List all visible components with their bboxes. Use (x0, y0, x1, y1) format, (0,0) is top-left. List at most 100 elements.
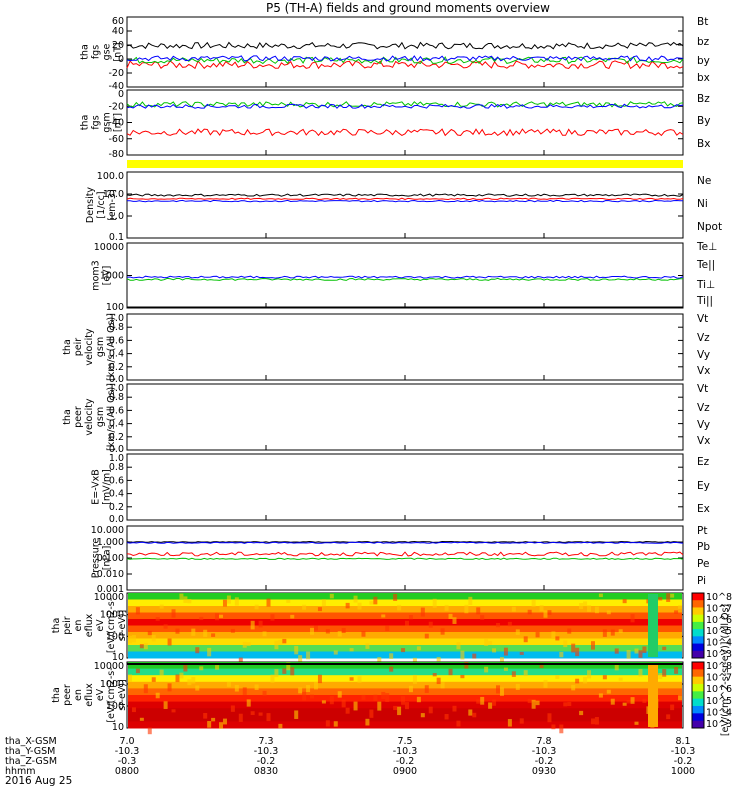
spectrogram-cell (484, 666, 489, 673)
legend-Bt: Bt (697, 16, 708, 28)
spectrogram-cell (321, 700, 326, 704)
panel-p6: 1.00.8 0.6 0.4 0.20.0 tha peir velocity gsm [km/… (62, 313, 710, 385)
spectrogram-cell (424, 685, 429, 693)
spectrogram-cell (246, 642, 251, 647)
spectrogram-cell (678, 695, 683, 701)
spectrogram-cell (306, 685, 311, 693)
spectrogram-cell (147, 727, 152, 735)
x-row-label: hhmm (5, 766, 36, 777)
legend-Ne: Ne (697, 175, 711, 187)
spectrogram-cell (282, 668, 287, 674)
spectrogram-cell (266, 598, 271, 607)
spectrogram-cell (614, 648, 619, 654)
spectrogram-cell (531, 599, 536, 607)
spectrogram-cell (507, 621, 512, 627)
y-axis-label: [eV/(cm2-s- (106, 667, 117, 722)
spectrogram-cell (519, 718, 524, 724)
spectrogram-cell (543, 610, 548, 618)
spectrogram-cell (401, 648, 406, 653)
spectrogram-cell (674, 610, 679, 614)
spectrogram-cell (250, 711, 255, 715)
spectrogram-cell (179, 672, 184, 679)
spectrogram-cell (590, 641, 595, 650)
series-line-Pb (126, 551, 684, 557)
series-line-Ne (126, 197, 684, 201)
spectrogram-cell (179, 593, 184, 600)
spectrogram-cell (373, 596, 378, 605)
spectrogram-band (128, 681, 682, 689)
spectrogram-cell (606, 689, 611, 694)
spectrogram-cell (262, 631, 267, 637)
spectrogram-cell (290, 614, 295, 619)
spectrogram-cell (527, 698, 532, 704)
spectrogram-cell (397, 706, 402, 716)
y-axis-label: peir (73, 338, 84, 357)
spectrogram-cell (448, 668, 453, 676)
y-tick-label: 0.6 (109, 475, 124, 486)
legend-Vy: Vy (697, 419, 710, 431)
spectrogram-cell (159, 604, 164, 609)
spectrogram-cell (333, 721, 338, 727)
y-tick-label: 0.001 (97, 584, 124, 595)
spectrogram-cell (242, 641, 247, 648)
colorbar-segment (692, 720, 704, 729)
y-tick-label: 10.0 (103, 189, 124, 200)
spectrogram-cell (215, 665, 220, 670)
panel-frame (126, 313, 684, 381)
y-axis-label: peir (62, 616, 73, 635)
spectrogram-cell (139, 717, 144, 721)
y-axis-label: eflux (84, 683, 95, 707)
y-axis-label: [nT] (113, 42, 124, 61)
spectrogram-cell (250, 620, 255, 630)
y-tick-label: 0.0 (109, 514, 124, 525)
spectrogram-cell (464, 604, 469, 614)
spectrogram-cell (523, 636, 528, 643)
spectrogram-cell (575, 647, 580, 657)
y-axis-label: [mV/m] (102, 469, 113, 505)
y-axis-label: sr-eV)] (117, 610, 128, 641)
y-axis-label: Density (85, 187, 96, 223)
spectrogram-cell (408, 685, 413, 693)
spectrogram-cell (511, 606, 516, 612)
spectrogram-cell (412, 674, 417, 684)
spectrogram-cell (630, 697, 635, 704)
spectrogram-cell (594, 606, 599, 614)
spectrogram-cell (317, 607, 322, 612)
y-axis-label: velocity (84, 328, 95, 366)
legend-Pi: Pi (697, 575, 706, 587)
x-tick-label: -10.3 (532, 746, 557, 757)
legend-Bz: Bz (697, 93, 710, 105)
spectrogram-cell (420, 713, 425, 718)
spectrogram-cell (551, 724, 556, 730)
spectrogram-cell (428, 621, 433, 628)
spectrogram-cell (464, 662, 469, 669)
spectrogram-cell (579, 603, 584, 610)
spectrogram-cell (405, 702, 409, 710)
y-axis-label: eV (95, 619, 106, 632)
spectrogram-cell (460, 674, 465, 679)
y-tick-label: -60 (108, 134, 124, 145)
y-tick-label: -20 (108, 101, 124, 112)
x-tick-label: 7.0 (119, 736, 134, 747)
spectrogram-cell (416, 646, 421, 651)
y-axis-label: [eV] (102, 266, 113, 286)
spectrogram-cell (666, 714, 671, 720)
spectrogram-cell (476, 607, 481, 615)
y-tick-label: 10.000 (91, 525, 124, 536)
spectrogram-band (128, 612, 682, 620)
spectrogram-cell (155, 617, 160, 621)
spectrogram-cell (377, 701, 382, 711)
spectrogram-cell (602, 675, 607, 680)
x-tick-label: -10.3 (393, 746, 418, 757)
spectrogram-cell (258, 620, 263, 628)
spectrogram-cell (385, 693, 390, 702)
colorbar-segment (692, 713, 704, 722)
spectrogram-cell (587, 605, 592, 612)
spectrogram-cell (519, 651, 524, 655)
spectrogram-band (128, 714, 682, 722)
spectrogram-cell (610, 698, 615, 705)
colorbar-frame (691, 661, 705, 729)
x-tick-label: 1000 (671, 766, 695, 777)
